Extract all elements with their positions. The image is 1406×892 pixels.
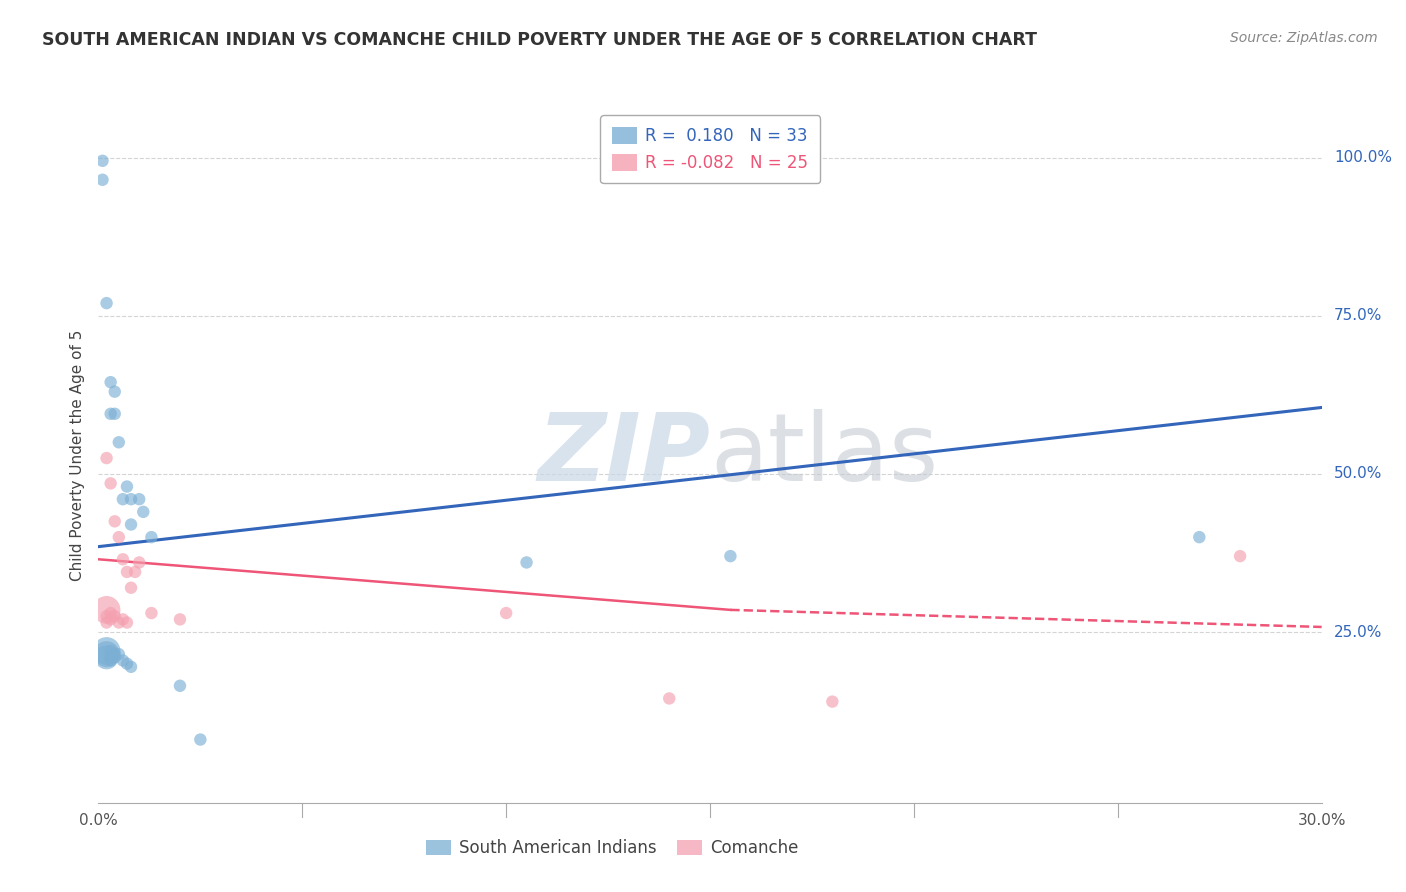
Point xyxy=(115,615,138,630)
Point xyxy=(821,695,844,709)
Point xyxy=(104,514,127,528)
Point xyxy=(111,653,134,667)
Point xyxy=(100,650,122,665)
Point xyxy=(188,732,212,747)
Point xyxy=(658,691,681,706)
Point xyxy=(516,556,538,570)
Text: atlas: atlas xyxy=(710,409,938,501)
Text: 75.0%: 75.0% xyxy=(1334,309,1382,323)
Point xyxy=(96,647,118,661)
Point xyxy=(100,612,122,626)
Text: 100.0%: 100.0% xyxy=(1334,150,1392,165)
Point xyxy=(108,530,131,544)
Point xyxy=(108,435,131,450)
Point xyxy=(169,679,191,693)
Point xyxy=(128,492,150,507)
Text: SOUTH AMERICAN INDIAN VS COMANCHE CHILD POVERTY UNDER THE AGE OF 5 CORRELATION C: SOUTH AMERICAN INDIAN VS COMANCHE CHILD … xyxy=(42,31,1038,49)
Point xyxy=(96,603,118,617)
Point xyxy=(96,644,118,658)
Y-axis label: Child Poverty Under the Age of 5: Child Poverty Under the Age of 5 xyxy=(70,329,86,581)
Point xyxy=(169,612,191,626)
Point xyxy=(120,517,142,532)
Point xyxy=(108,615,131,630)
Point xyxy=(100,653,122,667)
Point xyxy=(128,556,150,570)
Point xyxy=(96,451,118,466)
Point xyxy=(108,647,131,661)
Point xyxy=(1188,530,1211,544)
Point xyxy=(120,660,142,674)
Point xyxy=(100,606,122,620)
Point xyxy=(96,615,118,630)
Text: 25.0%: 25.0% xyxy=(1334,624,1382,640)
Point xyxy=(100,407,122,421)
Point xyxy=(111,612,134,626)
Point xyxy=(120,492,142,507)
Point xyxy=(132,505,155,519)
Point xyxy=(124,565,146,579)
Point xyxy=(104,647,127,661)
Point xyxy=(111,492,134,507)
Point xyxy=(115,479,138,493)
Point xyxy=(104,609,127,624)
Point xyxy=(104,384,127,399)
Point xyxy=(104,650,127,665)
Legend: South American Indians, Comanche: South American Indians, Comanche xyxy=(419,833,806,864)
Point xyxy=(91,173,114,187)
Point xyxy=(111,552,134,566)
Point xyxy=(96,296,118,310)
Point xyxy=(115,657,138,671)
Point xyxy=(120,581,142,595)
Point xyxy=(100,476,122,491)
Point xyxy=(100,375,122,389)
Point xyxy=(91,153,114,168)
Point xyxy=(718,549,742,563)
Point xyxy=(1229,549,1251,563)
Point xyxy=(104,407,127,421)
Text: 50.0%: 50.0% xyxy=(1334,467,1382,482)
Text: ZIP: ZIP xyxy=(537,409,710,501)
Text: Source: ZipAtlas.com: Source: ZipAtlas.com xyxy=(1230,31,1378,45)
Point xyxy=(96,650,118,665)
Point xyxy=(495,606,517,620)
Point xyxy=(141,606,163,620)
Point xyxy=(141,530,163,544)
Point xyxy=(115,565,138,579)
Point xyxy=(96,609,118,624)
Point xyxy=(100,644,122,658)
